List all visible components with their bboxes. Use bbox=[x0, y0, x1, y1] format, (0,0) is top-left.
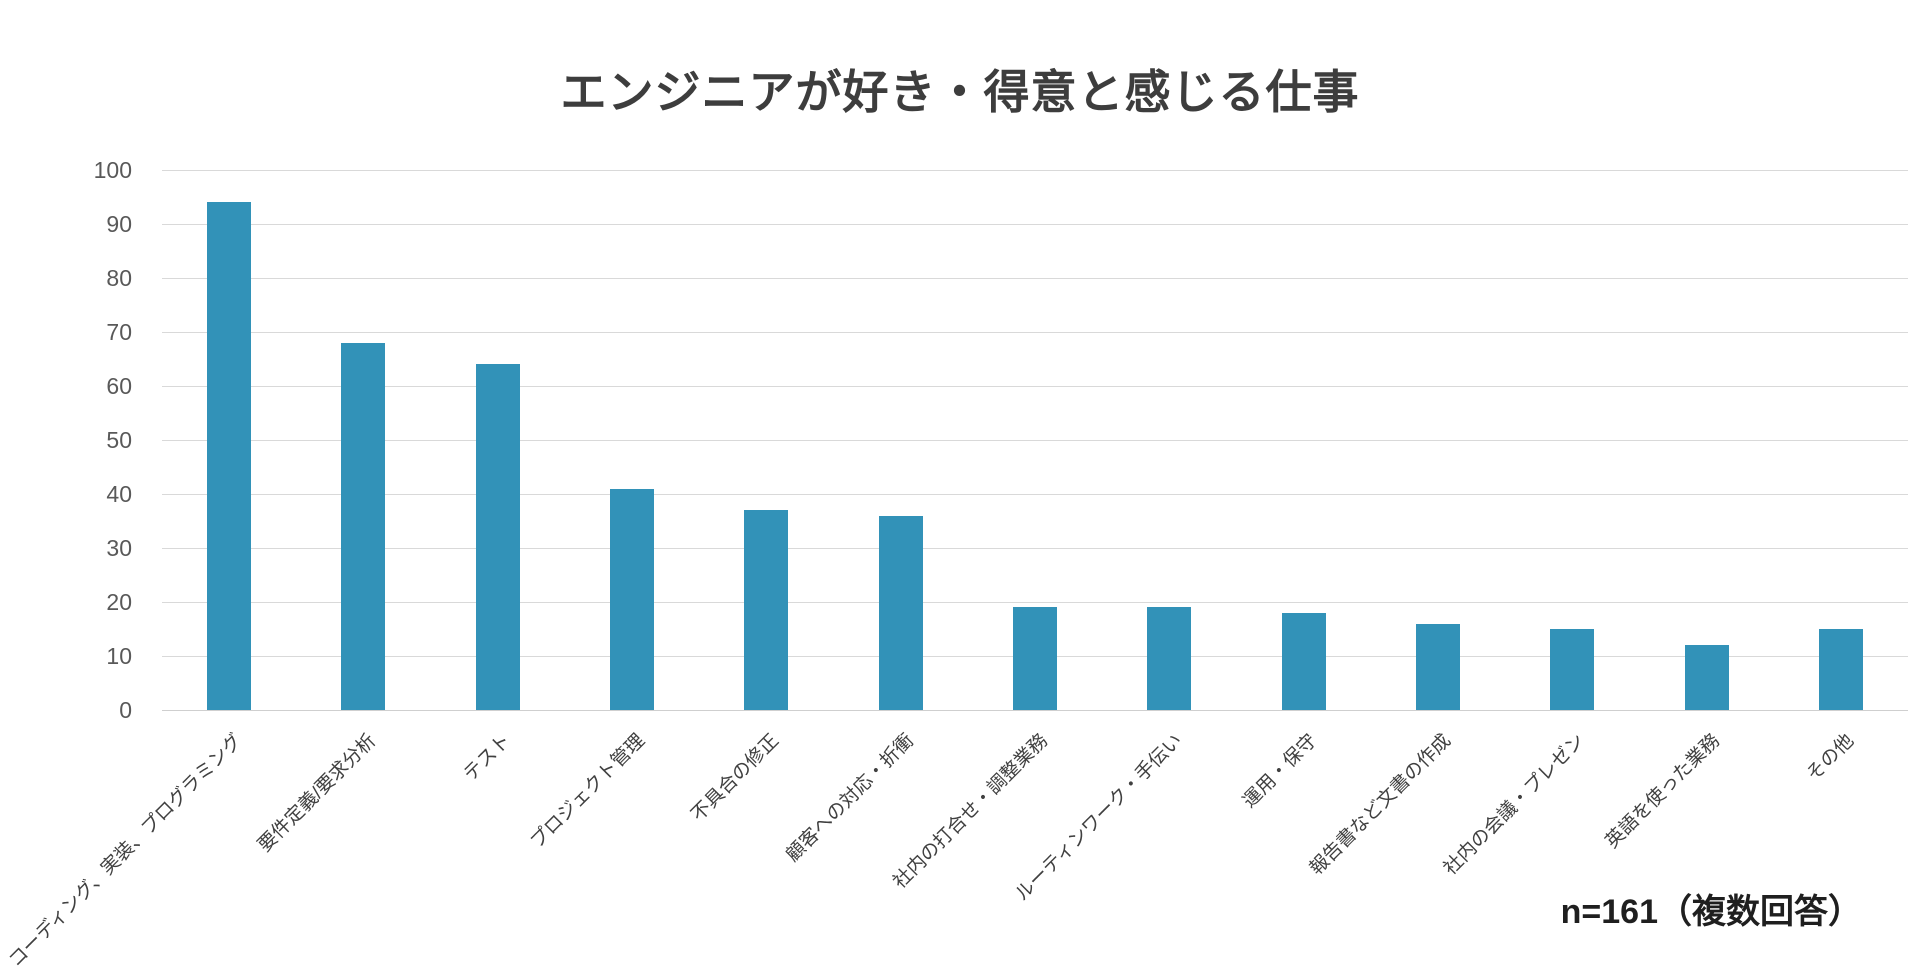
gridline-0 bbox=[162, 710, 1908, 711]
y-tick-label-40: 40 bbox=[106, 481, 132, 507]
gridline-30 bbox=[162, 548, 1908, 549]
bar-slot-2: 要件定義/要求分析 bbox=[254, 170, 430, 856]
y-tick-label-100: 100 bbox=[93, 157, 132, 183]
bar-2 bbox=[341, 342, 386, 710]
gridline-70 bbox=[162, 332, 1908, 333]
bar-5 bbox=[744, 510, 789, 710]
x-category-label-3: テスト bbox=[459, 730, 515, 786]
x-category-label-13: その他 bbox=[1802, 730, 1858, 786]
x-category-label-4: プロジェクト管理 bbox=[526, 730, 650, 853]
bar-4 bbox=[610, 488, 655, 710]
y-tick-label-10: 10 bbox=[106, 643, 132, 669]
x-category-label-5: 不具合の修正 bbox=[688, 730, 784, 826]
gridline-50 bbox=[162, 440, 1908, 441]
bar-slot-1: コーディング、実装、プログラミング bbox=[5, 170, 296, 972]
bar-slot-9: 運用・保守 bbox=[1237, 170, 1371, 812]
gridline-100 bbox=[162, 170, 1908, 171]
bar-3 bbox=[475, 364, 520, 710]
gridline-20 bbox=[162, 602, 1908, 603]
y-tick-label-80: 80 bbox=[106, 265, 132, 291]
y-tick-label-60: 60 bbox=[106, 373, 132, 399]
x-category-label-2: 要件定義/要求分析 bbox=[254, 730, 381, 857]
bars-layer: コーディング、実装、プログラミング 要件定義/要求分析 テスト プロジェクト管理 不具合… bbox=[5, 170, 1908, 972]
x-category-label-12: 英語を使った業務 bbox=[1601, 730, 1724, 853]
y-tick-label-50: 50 bbox=[106, 427, 132, 453]
y-tick-label-90: 90 bbox=[106, 211, 132, 237]
bar-12 bbox=[1684, 645, 1729, 710]
bar-slot-8: ルーティンワーク・手伝い bbox=[1011, 170, 1236, 905]
x-category-label-11: 社内の会議・プレゼン bbox=[1440, 730, 1590, 880]
plot-area: 0 10 20 30 40 50 60 70 80 90 100 コーディング、実装、プログラミング… bbox=[5, 157, 1908, 972]
x-category-label-10: 報告書など文書の作成 bbox=[1305, 730, 1456, 880]
gridline-90 bbox=[162, 224, 1908, 225]
gridline-40 bbox=[162, 494, 1908, 495]
chart-title: エンジニアが好き・得意と感じる仕事 bbox=[560, 66, 1360, 118]
bar-slot-13: その他 bbox=[1774, 170, 1908, 785]
bar-6 bbox=[878, 515, 923, 710]
y-tick-label-0: 0 bbox=[119, 697, 132, 723]
y-tick-label-30: 30 bbox=[106, 535, 132, 561]
bar-1 bbox=[207, 202, 252, 710]
x-category-label-7: 社内の打合せ・調整業務 bbox=[889, 730, 1053, 893]
bar-8 bbox=[1147, 607, 1192, 710]
y-tick-label-20: 20 bbox=[106, 589, 132, 615]
gridline-80 bbox=[162, 278, 1908, 279]
bar-11 bbox=[1550, 629, 1595, 710]
sample-size-note: n=161（複数回答） bbox=[1560, 893, 1862, 931]
y-tick-label-70: 70 bbox=[106, 319, 132, 345]
bar-slot-6: 顧客への対応・折衝 bbox=[782, 170, 968, 866]
x-category-label-1: コーディング、実装、プログラミング bbox=[4, 730, 247, 972]
gridline-60 bbox=[162, 386, 1908, 387]
bar-13 bbox=[1818, 629, 1863, 710]
bar-slot-4: プロジェクト管理 bbox=[527, 170, 699, 853]
bar-slot-12: 英語を使った業務 bbox=[1601, 170, 1773, 853]
bar-slot-5: 不具合の修正 bbox=[688, 170, 833, 826]
bar-slot-7: 社内の打合せ・調整業務 bbox=[889, 170, 1102, 893]
bar-slot-10: 報告書など文書の作成 bbox=[1306, 170, 1505, 879]
x-category-label-6: 顧客への対応・折衝 bbox=[782, 730, 918, 866]
x-category-label-9: 運用・保守 bbox=[1238, 730, 1321, 813]
bar-10 bbox=[1415, 623, 1460, 710]
bar-7 bbox=[1013, 607, 1058, 710]
bar-9 bbox=[1281, 612, 1326, 710]
bar-slot-3: テスト bbox=[431, 170, 565, 785]
bar-slot-11: 社内の会議・プレゼン bbox=[1440, 170, 1639, 879]
